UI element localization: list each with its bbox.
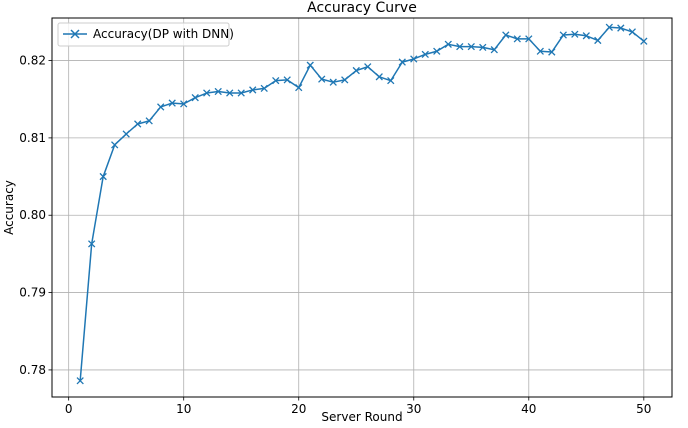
data-point-marker [111,141,119,149]
y-tick-label: 0.82 [19,54,46,68]
data-point-marker [329,78,337,86]
data-point-marker [76,377,84,385]
data-point-marker [456,42,464,51]
data-point-marker [502,31,510,39]
data-point-marker [571,30,579,38]
data-point-marker [122,130,130,138]
data-point-marker [180,100,188,108]
data-point-marker [214,87,222,96]
data-point-marker [341,76,349,84]
data-point-marker [88,240,96,248]
data-point-marker [525,35,533,43]
data-point-marker [398,58,406,66]
data-point-marker [260,84,268,93]
data-point-marker [479,43,487,52]
x-tick-label: 0 [65,402,73,416]
legend-x-marker [70,29,80,39]
data-point-marker [594,36,602,45]
data-point-marker [168,99,176,107]
x-tick-label: 20 [291,402,306,416]
data-point-marker [375,73,383,81]
chart-title: Accuracy Curve [307,0,417,16]
y-axis-label: Accuracy [2,180,16,235]
legend-label: Accuracy(DP with DNN) [93,27,234,41]
grid-lines [52,18,672,397]
x-axis-label: Server Round [321,410,402,424]
x-tick-label: 40 [521,402,536,416]
data-point-marker [548,48,556,56]
plot-area-frame [51,17,673,398]
data-point-marker [237,89,245,97]
x-tick-label: 30 [406,402,421,416]
series-layer [76,23,648,385]
data-point-marker [295,83,303,92]
x-tick-label: 50 [636,402,651,416]
data-point-marker [605,23,613,31]
y-tick-label: 0.81 [19,131,46,145]
data-point-marker [628,28,636,36]
y-tick-label: 0.79 [19,286,46,300]
data-point-marker [444,40,452,48]
data-point-marker [617,24,625,32]
legend: Accuracy(DP with DNN) [57,22,234,47]
data-point-marker [490,46,498,54]
data-point-marker [364,63,372,71]
y-tick-label: 0.78 [19,363,46,377]
data-point-marker [433,47,441,55]
y-tick-label: 0.80 [19,208,46,222]
accuracy-series-line [79,26,645,381]
data-point-marker [410,55,418,63]
data-point-marker [318,75,326,83]
data-point-marker [640,37,648,45]
data-point-marker [272,76,280,85]
data-point-marker [387,76,395,85]
data-point-marker [421,50,429,59]
data-point-marker [513,35,521,43]
data-point-marker [536,47,544,55]
data-point-marker [249,86,257,94]
data-point-marker [467,42,475,51]
data-point-marker [203,89,211,97]
data-point-marker [582,32,590,40]
legend-box [57,22,230,47]
data-point-marker [226,89,234,97]
data-point-marker [191,94,199,102]
data-point-marker [283,76,291,84]
data-point-marker [306,61,314,69]
data-point-marker [134,120,142,128]
axis-ticks: 0 10 20 30 40 50 0.78 0.79 0.80 0.81 0.82 [19,54,651,416]
data-point-marker [99,172,107,181]
data-point-marker [145,117,153,125]
data-point-marker [352,66,360,75]
data-point-marker [559,31,567,39]
data-point-marker [157,103,165,111]
x-tick-label: 10 [176,402,191,416]
